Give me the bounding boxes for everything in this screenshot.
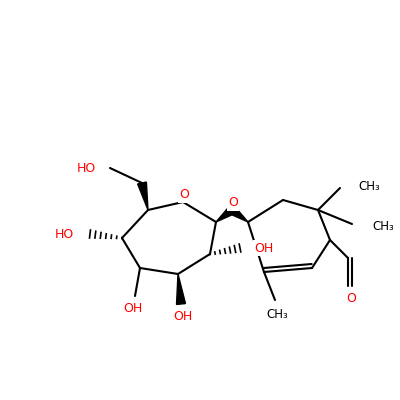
Text: OH: OH — [123, 302, 143, 316]
Polygon shape — [216, 206, 235, 222]
Text: HO: HO — [55, 228, 74, 240]
Text: O: O — [228, 196, 238, 210]
Text: CH₃: CH₃ — [372, 220, 394, 232]
Polygon shape — [229, 206, 248, 222]
Text: O: O — [179, 188, 189, 202]
Polygon shape — [176, 274, 186, 304]
Text: CH₃: CH₃ — [266, 308, 288, 320]
Text: OH: OH — [173, 310, 193, 324]
Polygon shape — [138, 182, 148, 210]
Text: OH: OH — [254, 242, 273, 254]
Text: HO: HO — [77, 162, 96, 174]
Text: O: O — [346, 292, 356, 304]
Text: CH₃: CH₃ — [358, 180, 380, 192]
